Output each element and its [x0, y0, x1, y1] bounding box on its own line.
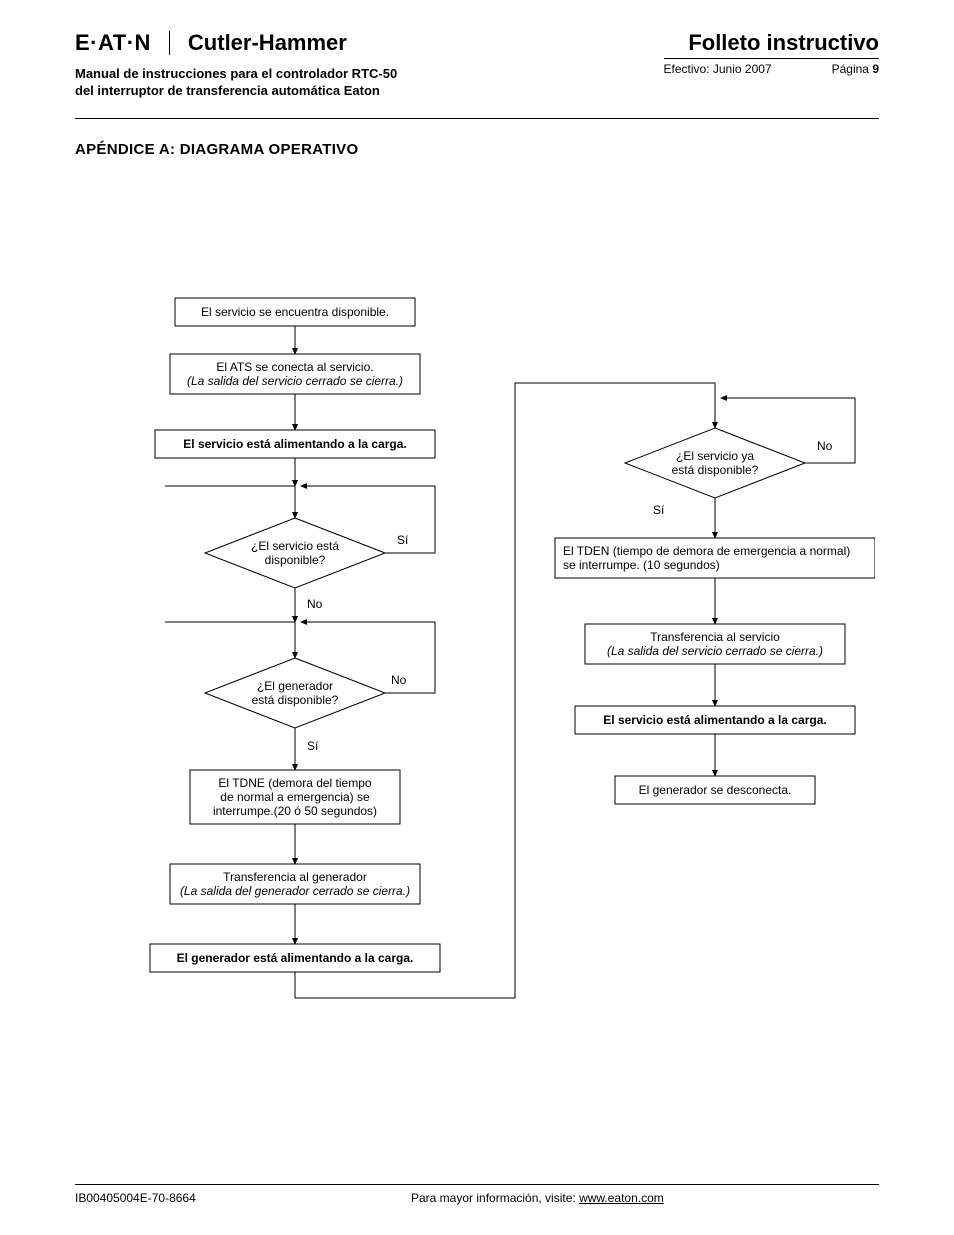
svg-text:(La salida del generador cerra: (La salida del generador cerrado se cier… — [180, 884, 410, 898]
header-rule — [75, 118, 879, 119]
manual-line1: Manual de instrucciones para el controla… — [75, 66, 397, 81]
svg-text:El TDNE (demora del tiempo: El TDNE (demora del tiempo — [218, 776, 371, 790]
manual-line2: del interruptor de transferencia automát… — [75, 83, 380, 98]
svg-text:El TDEN (tiempo de demora de e: El TDEN (tiempo de demora de emergencia … — [563, 544, 850, 558]
manual-subtitle: Manual de instrucciones para el controla… — [75, 66, 397, 100]
svg-text:¿El servicio está: ¿El servicio está — [251, 539, 339, 553]
footer-info: Para mayor información, visite: www.eato… — [411, 1191, 664, 1205]
brand-divider — [169, 31, 170, 55]
svg-text:No: No — [391, 673, 407, 687]
svg-text:Sí: Sí — [307, 739, 319, 753]
svg-text:está disponible?: está disponible? — [672, 463, 759, 477]
svg-text:No: No — [817, 439, 833, 453]
cutler-hammer-logo: Cutler-Hammer — [188, 30, 347, 56]
svg-text:está disponible?: está disponible? — [252, 693, 339, 707]
svg-text:El servicio se encuentra dispo: El servicio se encuentra disponible. — [201, 305, 389, 319]
svg-text:se interrumpe. (10 segundos): se interrumpe. (10 segundos) — [563, 558, 720, 572]
svg-text:Sí: Sí — [653, 503, 665, 517]
svg-text:de normal a emergencia) se: de normal a emergencia) se — [220, 790, 370, 804]
document-title: Folleto instructivo — [664, 30, 879, 59]
svg-text:El generador se desconecta.: El generador se desconecta. — [639, 783, 792, 797]
footer-link[interactable]: www.eaton.com — [579, 1191, 664, 1205]
svg-text:Transferencia al servicio: Transferencia al servicio — [650, 630, 780, 644]
svg-text:¿El generador: ¿El generador — [257, 679, 333, 693]
svg-text:Transferencia al generador: Transferencia al generador — [223, 870, 367, 884]
eaton-logo: E·AT·N — [75, 30, 151, 56]
svg-text:interrumpe.(20 ó 50 segundos): interrumpe.(20 ó 50 segundos) — [213, 804, 377, 818]
svg-text:No: No — [307, 597, 323, 611]
svg-text:(La salida del servicio cerrad: (La salida del servicio cerrado se cierr… — [187, 374, 403, 388]
effective-date: Efectivo: Junio 2007 — [664, 62, 772, 76]
page-number: Página 9 — [832, 62, 879, 76]
section-title: APÉNDICE A: DIAGRAMA OPERATIVO — [75, 141, 879, 158]
svg-text:El generador está alimentando: El generador está alimentando a la carga… — [177, 951, 414, 965]
svg-text:¿El servicio ya: ¿El servicio ya — [676, 449, 754, 463]
svg-text:(La salida del servicio cerrad: (La salida del servicio cerrado se cierr… — [607, 644, 823, 658]
svg-text:El ATS se conecta al servicio.: El ATS se conecta al servicio. — [216, 360, 373, 374]
svg-text:El servicio está alimentando a: El servicio está alimentando a la carga. — [183, 437, 406, 451]
brand-block: E·AT·N Cutler-Hammer — [75, 30, 397, 56]
svg-text:El servicio está alimentando a: El servicio está alimentando a la carga. — [603, 713, 826, 727]
doc-number: IB00405004E-70-8664 — [75, 1191, 196, 1205]
flowchart-container: Sí No No Sí No Sí El servicio se encuentra dis… — [75, 188, 875, 1088]
svg-text:disponible?: disponible? — [265, 553, 326, 567]
page-footer: IB00405004E-70-8664 Para mayor informaci… — [75, 1184, 879, 1205]
page-header: E·AT·N Cutler-Hammer Manual de instrucci… — [75, 30, 879, 100]
svg-text:Sí: Sí — [397, 533, 409, 547]
title-block: Folleto instructivo Efectivo: Junio 2007… — [664, 30, 879, 76]
flowchart-svg: Sí No No Sí No Sí El servicio se encuentra dis… — [75, 188, 875, 1028]
